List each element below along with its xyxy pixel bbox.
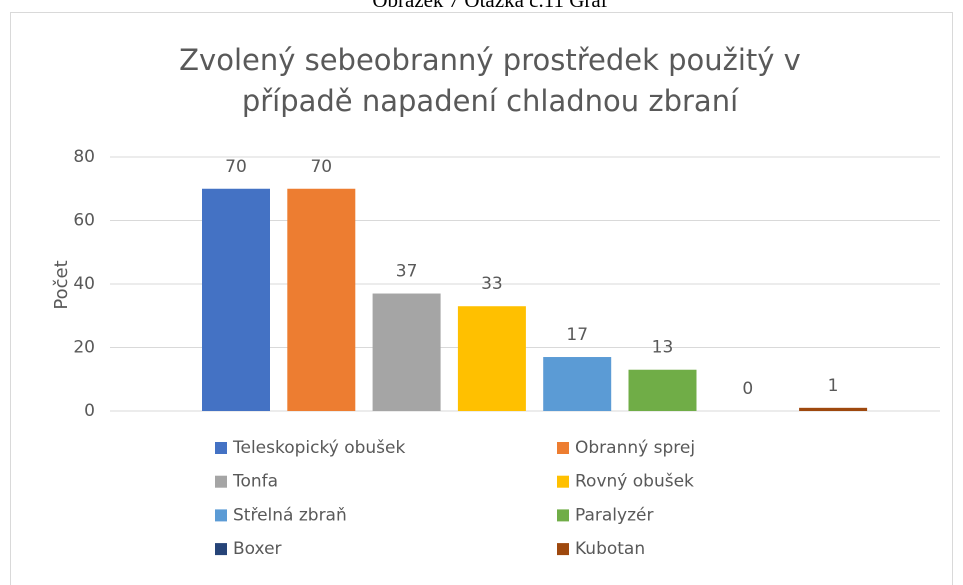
- legend-swatch: [215, 509, 227, 522]
- data-label: 17: [566, 325, 588, 345]
- bar: [202, 188, 270, 411]
- chart-border: [10, 12, 953, 585]
- y-tick-label: 20: [73, 338, 95, 358]
- legend-swatch: [557, 543, 569, 556]
- data-label: 0: [742, 379, 753, 399]
- legend-label: Teleskopický obušek: [232, 438, 405, 458]
- data-label: 70: [310, 157, 332, 177]
- y-tick-label: 40: [73, 274, 95, 294]
- y-axis-label: Počet: [51, 260, 72, 309]
- legend-label: Obranný sprej: [575, 438, 695, 458]
- y-tick-label: 0: [84, 401, 95, 421]
- y-tick-label: 80: [73, 147, 95, 167]
- bar: [799, 407, 868, 411]
- legend-swatch: [557, 509, 569, 522]
- data-label: 33: [481, 274, 503, 294]
- legend-label: Tonfa: [232, 472, 278, 492]
- legend-label: Boxer: [233, 539, 282, 559]
- legend-swatch: [215, 442, 227, 454]
- legend-label: Paralyzér: [575, 505, 653, 525]
- chart-title: Zvolený sebeobranný prostředek použitý v: [179, 43, 801, 77]
- caption: Obrázek 7 Otázka č.11 Graf: [372, 0, 607, 12]
- legend-swatch: [557, 475, 569, 488]
- data-label: 1: [828, 376, 839, 396]
- y-tick-label: 60: [73, 211, 95, 231]
- bar: [543, 357, 612, 411]
- legend-swatch: [215, 475, 227, 488]
- bar: [628, 369, 697, 411]
- legend-label: Kubotan: [575, 539, 645, 559]
- data-label: 70: [225, 157, 247, 177]
- bar: [372, 293, 441, 411]
- bar: [457, 306, 526, 411]
- legend-swatch: [557, 442, 569, 454]
- legend-label: Rovný obušek: [575, 472, 694, 492]
- data-label: 13: [652, 338, 674, 358]
- legend-swatch: [215, 543, 227, 556]
- chart-title: případě napadení chladnou zbraní: [242, 84, 739, 118]
- data-label: 37: [396, 262, 418, 282]
- legend-label: Střelná zbraň: [233, 505, 347, 525]
- bar: [287, 188, 356, 411]
